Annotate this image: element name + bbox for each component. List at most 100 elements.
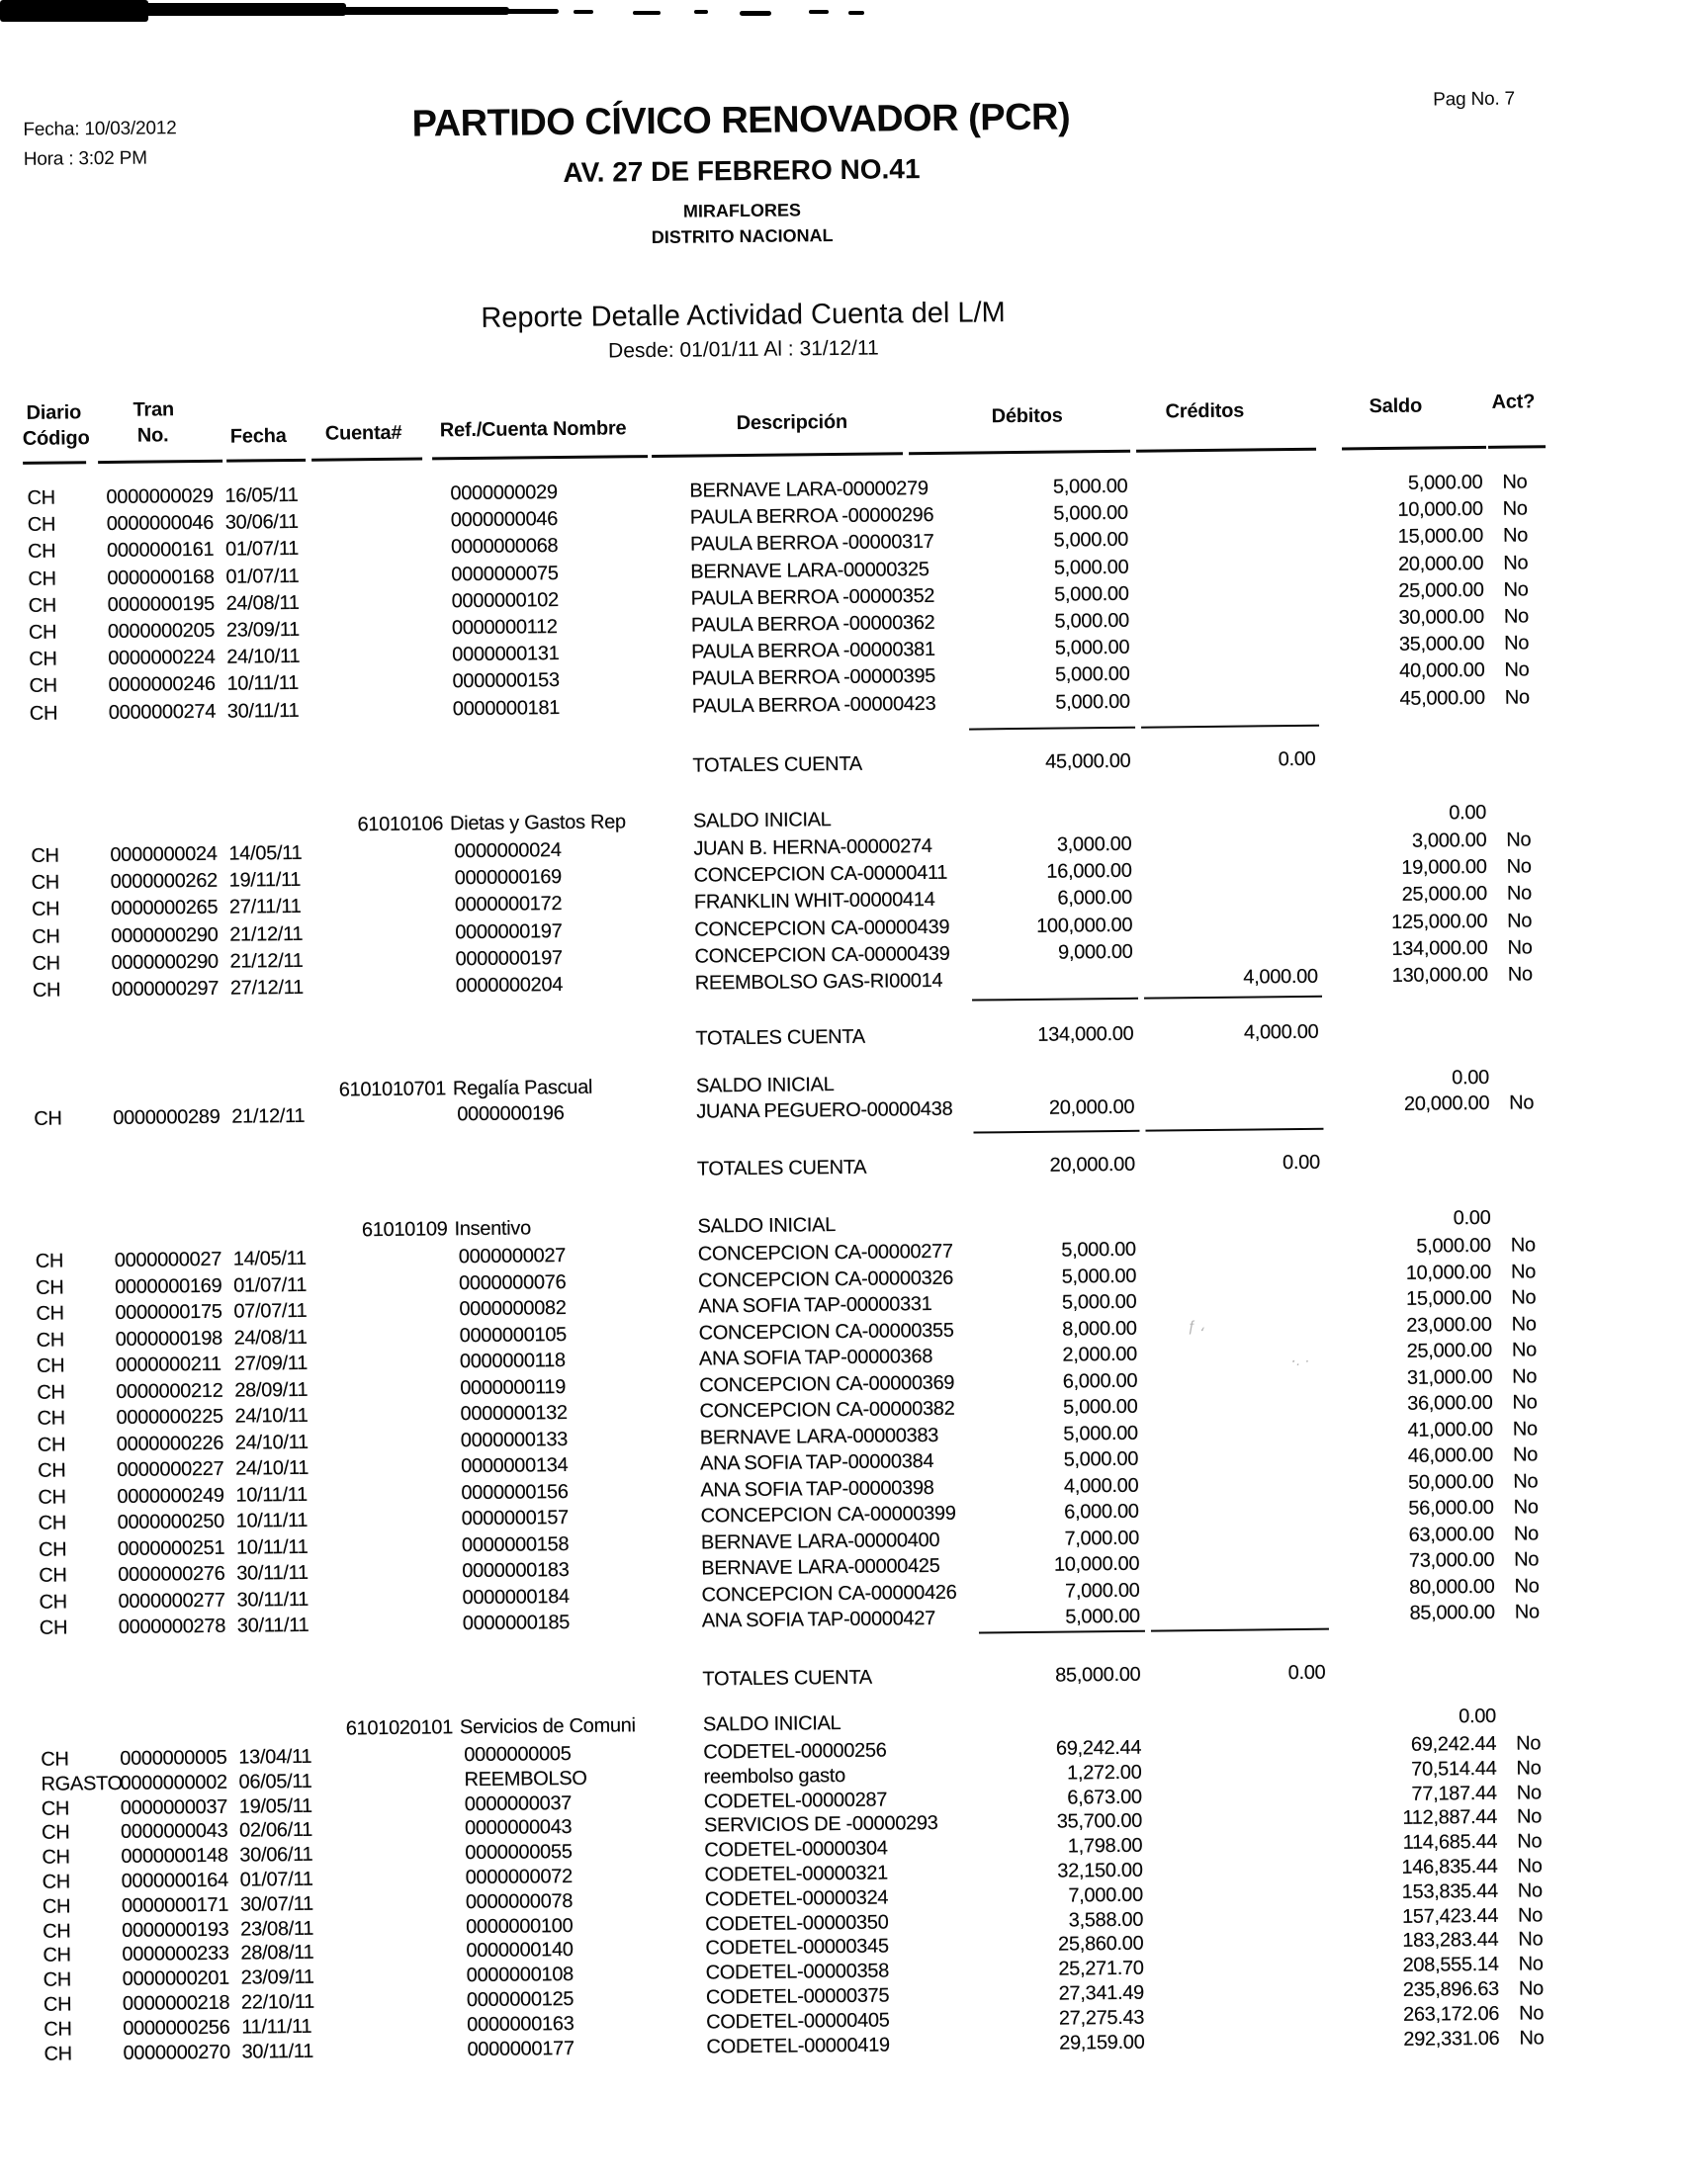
cell-act: No bbox=[1514, 1548, 1540, 1571]
cell-saldo: 46,000.00 bbox=[1407, 1443, 1494, 1467]
cell-diario-codigo: CH bbox=[37, 1407, 65, 1430]
cell-debito: 2,000.00 bbox=[1062, 1343, 1138, 1366]
cell-saldo: 146,835.44 bbox=[1401, 1855, 1498, 1878]
cell-ref: 0000000156 bbox=[461, 1481, 569, 1505]
cell-debito: 35,700.00 bbox=[1056, 1809, 1143, 1833]
totales-debitos: 134,000.00 bbox=[1037, 1022, 1134, 1046]
cell-ref: 0000000046 bbox=[450, 508, 559, 532]
cell-act: No bbox=[1516, 1757, 1542, 1780]
cell-ref: 0000000075 bbox=[451, 563, 559, 586]
cell-tran-no: 0000000218 bbox=[122, 1991, 230, 2015]
cell-descripcion: PAULA BERROA -00000381 bbox=[691, 638, 935, 663]
cell-descripcion: CONCEPCION CA-00000277 bbox=[697, 1240, 953, 1266]
cell-ref: 0000000100 bbox=[466, 1914, 574, 1939]
cell-tran-no: 0000000037 bbox=[120, 1795, 228, 1819]
totals-rule-debitos bbox=[978, 1629, 1145, 1634]
cell-tran-no: 0000000211 bbox=[115, 1353, 221, 1376]
cell-debito: 27,275.43 bbox=[1058, 2006, 1145, 2030]
cell-act: No bbox=[1506, 829, 1532, 851]
cell-saldo: 10,000.00 bbox=[1397, 497, 1483, 521]
cell-tran-no: 0000000290 bbox=[111, 950, 219, 974]
cell-descripcion: ANA SOFIA TAP-00000398 bbox=[700, 1477, 934, 1502]
cell-fecha: 28/08/11 bbox=[240, 1941, 314, 1965]
org-address: AV. 27 DE FEBRERO NO.41 bbox=[563, 153, 921, 188]
cell-ref: 0000000024 bbox=[454, 839, 562, 863]
cell-ref: 0000000055 bbox=[465, 1840, 573, 1865]
cell-fecha: 10/11/11 bbox=[235, 1509, 309, 1532]
cell-act: No bbox=[1511, 1286, 1537, 1309]
cell-ref: 0000000153 bbox=[452, 669, 560, 693]
cell-diario-codigo: CH bbox=[38, 1486, 66, 1509]
cell-descripcion: BERNAVE LARA-00000425 bbox=[701, 1554, 940, 1580]
pencil-mark: ٠. · bbox=[1287, 1352, 1310, 1370]
cell-saldo: 50,000.00 bbox=[1407, 1470, 1494, 1494]
cell-act: No bbox=[1518, 1953, 1544, 1975]
cell-act: No bbox=[1503, 552, 1529, 574]
cell-saldo: 10,000.00 bbox=[1405, 1261, 1492, 1284]
cell-descripcion: CODETEL-00000304 bbox=[704, 1837, 888, 1862]
cell-fecha: 14/05/11 bbox=[228, 841, 303, 865]
col-header-tran-line1: Tran bbox=[133, 398, 175, 421]
cell-saldo: 153,835.44 bbox=[1401, 1879, 1498, 1903]
cell-act: No bbox=[1507, 936, 1533, 959]
cell-tran-no: 0000000168 bbox=[107, 566, 215, 589]
cell-diario-codigo: CH bbox=[38, 1512, 67, 1534]
cell-diario-codigo: CH bbox=[38, 1538, 67, 1561]
totales-creditos: 4,000.00 bbox=[1243, 1020, 1319, 1044]
cell-act: No bbox=[1503, 578, 1529, 601]
cell-debito: 1,798.00 bbox=[1067, 1834, 1143, 1858]
cell-saldo: 41,000.00 bbox=[1407, 1418, 1493, 1441]
cell-descripcion: REEMBOLSO GAS-RI00014 bbox=[694, 969, 943, 995]
cell-saldo: 25,000.00 bbox=[1398, 578, 1484, 602]
cell-tran-no: 0000000027 bbox=[114, 1248, 222, 1271]
cell-descripcion: CODETEL-00000256 bbox=[703, 1739, 887, 1764]
cell-ref: 0000000043 bbox=[464, 1815, 573, 1840]
cell-saldo: 3,000.00 bbox=[1411, 829, 1487, 852]
cell-debito: 5,000.00 bbox=[1054, 662, 1130, 686]
saldo-inicial-value: 0.00 bbox=[1453, 1206, 1491, 1230]
cell-descripcion: CODETEL-00000287 bbox=[703, 1789, 888, 1813]
cell-diario-codigo: CH bbox=[43, 1993, 72, 2016]
cell-debito: 7,000.00 bbox=[1064, 1579, 1140, 1603]
totales-debitos: 85,000.00 bbox=[1055, 1663, 1141, 1687]
cell-descripcion: JUANA PEGUERO-00000438 bbox=[696, 1097, 953, 1123]
cell-act: No bbox=[1507, 963, 1533, 986]
saldo-inicial-value: 0.00 bbox=[1449, 801, 1487, 825]
cell-debito: 27,341.49 bbox=[1058, 1981, 1145, 2005]
cell-diario-codigo: CH bbox=[39, 1591, 68, 1614]
cell-saldo: 15,000.00 bbox=[1405, 1286, 1492, 1310]
saldo-inicial-label: SALDO INICIAL bbox=[697, 1214, 837, 1238]
cell-ref: 0000000029 bbox=[450, 481, 558, 505]
totals-rule-creditos bbox=[1144, 995, 1323, 1000]
cell-descripcion: CONCEPCION CA-00000382 bbox=[699, 1397, 955, 1423]
cell-ref: 0000000072 bbox=[465, 1865, 573, 1889]
cell-fecha: 30/11/11 bbox=[236, 1614, 310, 1637]
cell-saldo: 25,000.00 bbox=[1406, 1339, 1493, 1362]
cell-fecha: 01/07/11 bbox=[225, 565, 300, 588]
cell-saldo: 235,896.63 bbox=[1402, 1977, 1500, 2001]
org-name: PARTIDO CÍVICO RENOVADOR (PCR) bbox=[411, 96, 1071, 145]
cell-descripcion: CONCEPCION CA-00000426 bbox=[701, 1581, 957, 1607]
cell-debito: 5,000.00 bbox=[1053, 556, 1129, 579]
cell-fecha: 24/10/11 bbox=[234, 1431, 309, 1454]
account-name: Dietas y Gastos Rep bbox=[449, 811, 626, 835]
cell-debito: 5,000.00 bbox=[1061, 1290, 1137, 1314]
cell-debito: 7,000.00 bbox=[1064, 1527, 1140, 1550]
cell-diario-codigo: CH bbox=[27, 540, 56, 563]
cell-saldo: 23,000.00 bbox=[1406, 1313, 1492, 1337]
cell-act: No bbox=[1519, 2002, 1545, 2025]
cell-debito: 5,000.00 bbox=[1061, 1238, 1136, 1262]
col-header-cuenta: Cuenta# bbox=[324, 421, 402, 445]
cell-tran-no: 0000000262 bbox=[110, 869, 219, 893]
cell-diario-codigo: CH bbox=[35, 1250, 64, 1272]
cell-tran-no: 0000000290 bbox=[111, 923, 219, 947]
cell-diario-codigo: CH bbox=[31, 844, 59, 867]
cell-diario-codigo: CH bbox=[42, 1895, 71, 1918]
cell-ref: 0000000158 bbox=[461, 1533, 570, 1557]
cell-descripcion: ANA SOFIA TAP-00000368 bbox=[698, 1346, 933, 1370]
cell-saldo: 130,000.00 bbox=[1391, 963, 1488, 987]
cell-descripcion: CODETEL-00000375 bbox=[705, 1984, 890, 2009]
cell-descripcion: BERNAVE LARA-00000383 bbox=[699, 1424, 939, 1449]
cell-diario-codigo: CH bbox=[43, 1920, 71, 1943]
